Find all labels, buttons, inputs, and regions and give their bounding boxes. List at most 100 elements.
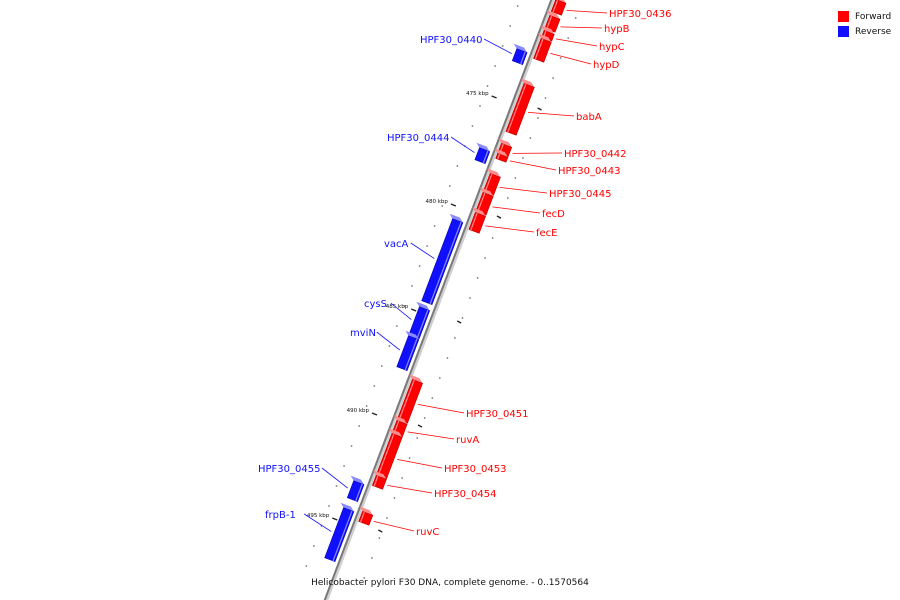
gene-label: HPF30_0443 [558,166,620,177]
major-tick [456,320,462,324]
major-tick [371,412,378,416]
minor-tick [479,105,481,107]
gene-face [546,10,560,20]
gene-leader [492,206,541,214]
gene-highlight [377,433,395,477]
gene-highlight [332,510,353,562]
minor-tick [522,157,524,159]
gene-label: babA [576,112,602,123]
minor-tick [544,97,547,99]
minor-tick [388,345,391,347]
gene-label: fecD [542,209,565,220]
gene-leader [555,38,598,47]
gene-highlight [484,173,493,193]
tick-label: 480 kbp [425,199,448,205]
gene-face [472,207,486,217]
legend-forward-swatch [838,11,849,22]
gene-face [350,475,364,485]
gene-label: HPF30_0442 [564,149,626,160]
gene-leader [410,242,435,259]
minor-tick [438,377,441,379]
genome-backbone [323,0,553,600]
gene-face [393,415,408,425]
gene-HPF30_0445[interactable]: HPF30_0445 [482,168,611,200]
gene-HPF30_0436[interactable]: HPF30_0436 [550,0,671,20]
minor-tick [491,237,494,239]
gene-vacA[interactable]: vacA [384,213,464,305]
gene-leader [450,136,475,153]
gene-face [476,142,490,152]
minor-tick [552,77,554,79]
legend-reverse-label: Reverse [855,26,892,37]
major-tick [410,308,417,312]
major-tick [417,424,423,428]
minor-tick [431,397,434,399]
gene-highlight [497,153,501,160]
minor-tick [408,457,411,459]
genome-backbone-shadow [325,0,555,600]
gene-HPF30_0455[interactable]: HPF30_0455 [258,464,365,502]
gene-body [511,48,528,65]
gene-hypB[interactable]: hypB [544,10,630,35]
gene-fecD[interactable]: fecD [475,187,565,220]
gene-highlight [507,83,527,133]
gene-face [409,374,423,384]
minor-tick [371,557,373,559]
gene-mviN[interactable]: mviN [350,328,420,371]
minor-tick [335,485,338,487]
minor-tick [494,65,496,67]
gene-body [468,212,486,234]
gene-frpB-1[interactable]: frpB-1 [265,502,355,562]
gene-highlight [546,15,553,30]
minor-tick [516,5,519,7]
minor-tick [559,57,562,59]
gene-face [340,502,354,512]
gene-face [513,43,528,53]
gene-leader [566,10,608,14]
gene-body [324,507,355,562]
minor-tick [461,317,464,319]
gene-leader [303,513,332,532]
gene-body [371,475,387,490]
gene-ruvC[interactable]: ruvC [358,506,440,538]
gene-hypD[interactable]: hypD [533,33,620,71]
legend-reverse: Reverse [838,24,891,39]
gene-face [494,148,508,158]
major-tick [496,215,502,219]
minor-tick [328,505,330,507]
gene-body [505,83,535,136]
legend-reverse-swatch [838,26,849,37]
gene-highlight [360,511,365,523]
gene-HPF30_0453[interactable]: HPF30_0453 [375,428,506,480]
gene-HPF30_0454[interactable]: HPF30_0454 [371,470,496,500]
gene-HPF30_0440[interactable]: HPF30_0440 [420,35,528,65]
gene-body [533,38,552,63]
gene-HPF30_0444[interactable]: HPF30_0444 [387,133,491,164]
minor-tick [358,425,361,427]
gene-body [475,192,494,216]
tick-label: 490 kbp [347,408,370,414]
gene-label: frpB-1 [265,510,296,521]
gene-face [541,25,555,35]
minor-ticks [305,5,577,579]
gene-label: HPF30_0453 [444,464,506,475]
minor-tick [509,25,512,27]
minor-tick [403,305,406,307]
gene-HPF30_0442[interactable]: HPF30_0442 [497,138,627,160]
minor-tick [484,257,486,259]
gene-body [544,15,561,33]
major-tick [491,95,497,99]
minor-tick [343,465,345,467]
gene-highlight [470,212,478,231]
gene-highlight [373,475,379,487]
gene-label: ruvC [416,527,439,538]
gene-fecE[interactable]: fecE [468,207,558,239]
gene-leader [483,38,512,54]
minor-tick [537,117,539,119]
minor-tick [393,497,396,499]
gene-HPF30_0451[interactable]: HPF30_0451 [396,374,528,424]
gene-HPF30_0443[interactable]: HPF30_0443 [494,148,621,177]
gene-babA[interactable]: babA [505,78,602,136]
gene-highlight [534,38,544,60]
gene-face [479,187,494,197]
